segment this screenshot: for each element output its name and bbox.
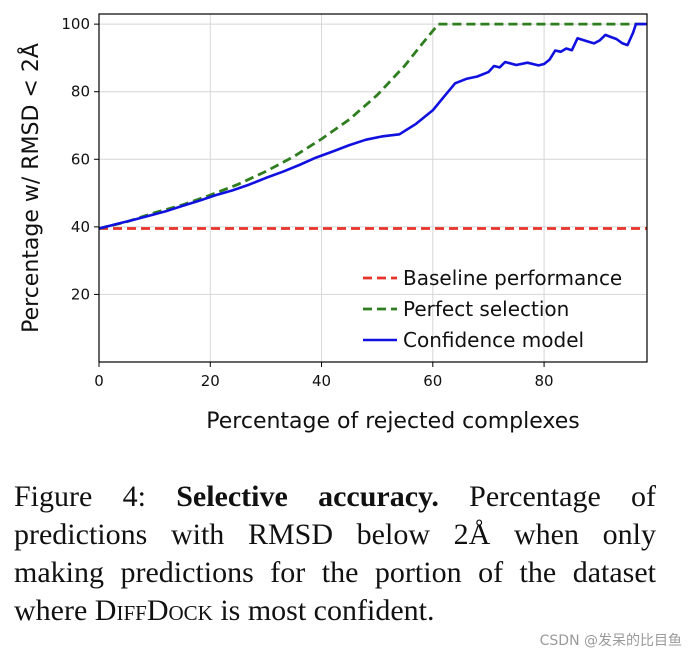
- x-tick-label: 40: [312, 372, 331, 390]
- chart: 0 20 40 60 80 20 40 60 80 100 Percentage of rejec…: [17, 13, 648, 434]
- plot-frame: [98, 13, 648, 363]
- series-line-confidence-model: [98, 22, 647, 230]
- x-tick-label: 0: [94, 372, 104, 390]
- legend-label: Perfect selection: [403, 297, 569, 321]
- method-name: DiffDock: [94, 594, 213, 627]
- y-tick-label: 20: [71, 285, 90, 303]
- x-tick-label: 80: [535, 372, 554, 390]
- figure-caption: Figure 4: Selective accuracy. Percentage…: [14, 478, 656, 630]
- series-layer: [98, 22, 647, 230]
- y-tick-label: 60: [71, 150, 90, 168]
- x-axis-label: Percentage of rejected complexes: [206, 409, 579, 434]
- x-tick-label: 20: [201, 372, 220, 390]
- y-tick-label: 100: [61, 15, 90, 33]
- legend-label: Baseline performance: [403, 266, 622, 290]
- legend-label: Confidence model: [403, 328, 584, 352]
- caption-title: Selective accuracy.: [176, 480, 439, 513]
- y-tick-label: 80: [71, 83, 90, 101]
- y-tick-label: 40: [71, 218, 90, 236]
- watermark: CSDN @发呆的比目鱼: [539, 633, 682, 649]
- ticks: 0 20 40 60 80 20 40 60 80 100: [61, 15, 553, 390]
- caption-body-1: Percentage of predictions with RMSD belo…: [14, 480, 657, 627]
- legend: Baseline performance Perfect selection Con…: [363, 266, 622, 352]
- series-line-perfect-selection: [98, 22, 647, 230]
- figure-label: Figure 4:: [14, 480, 146, 513]
- y-axis-label: Percentage w/ RMSD < 2Å: [17, 43, 44, 333]
- x-tick-label: 60: [423, 372, 442, 390]
- caption-body-2: is most confident.: [220, 594, 435, 627]
